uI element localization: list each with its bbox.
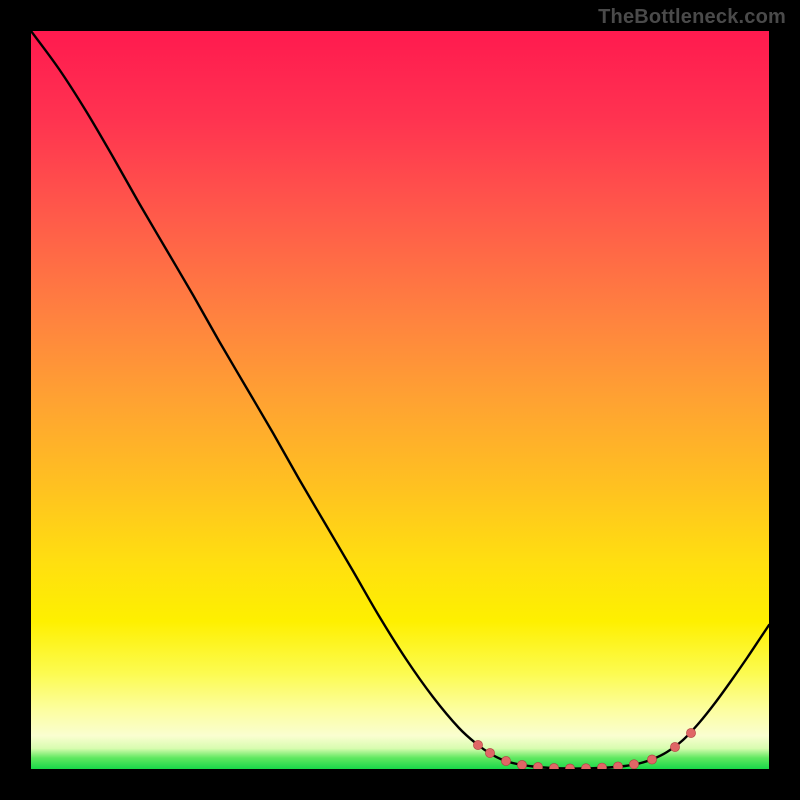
bottleneck-curve [31, 31, 769, 769]
plot-area [31, 31, 769, 769]
chart-stage: TheBottleneck.com [0, 0, 800, 800]
valley-marker [686, 728, 695, 737]
valley-marker [565, 764, 574, 769]
valley-marker [670, 742, 679, 751]
valley-marker [473, 740, 482, 749]
valley-marker [549, 763, 558, 769]
valley-marker [647, 755, 656, 764]
watermark-text: TheBottleneck.com [598, 6, 786, 29]
curve-layer [31, 31, 769, 769]
valley-marker [581, 764, 590, 769]
valley-markers [473, 728, 695, 769]
valley-marker [485, 748, 494, 757]
valley-marker [629, 760, 638, 769]
valley-marker [501, 756, 510, 765]
valley-marker [613, 762, 622, 769]
valley-marker [533, 762, 542, 769]
valley-marker [517, 760, 526, 769]
valley-marker [597, 763, 606, 769]
